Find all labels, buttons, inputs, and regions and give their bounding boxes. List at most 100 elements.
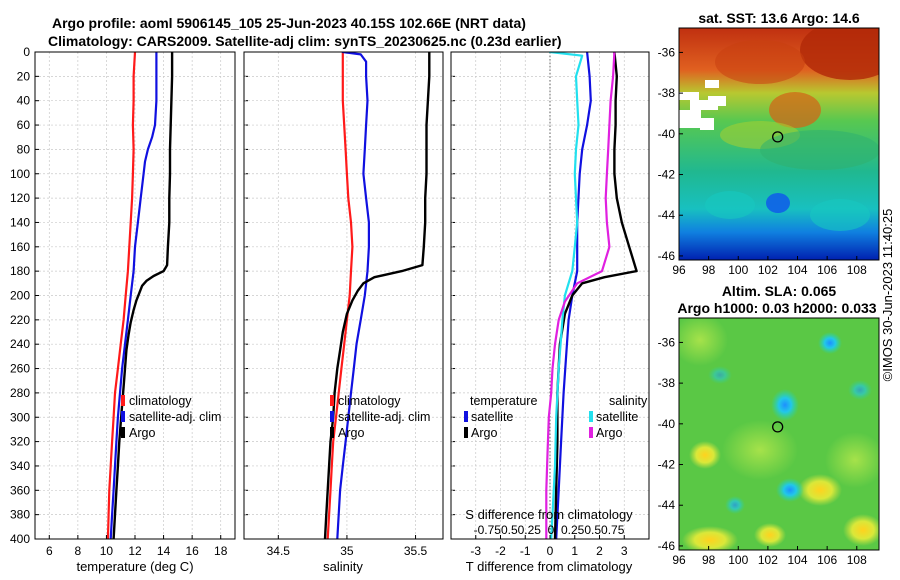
map-ytick-label: -46: [658, 249, 676, 263]
depth-tick-label: 320: [10, 435, 30, 449]
map-ytick-label: -44: [658, 208, 676, 222]
xtick-label: 12: [128, 544, 142, 558]
legend-swatch-argo: [330, 427, 334, 438]
temperature-lines: [106, 52, 174, 539]
depth-tick-label: 300: [10, 410, 30, 424]
map-ytick-label: -36: [658, 335, 676, 349]
legend-swatch-temp-satellite: [464, 411, 468, 422]
temperature-xlabel: temperature (deg C): [76, 559, 193, 574]
depth-tick-label: 20: [17, 69, 31, 83]
difference-grid: [451, 51, 649, 540]
xtick-label: 1: [571, 544, 578, 558]
series-line-salinity-satellite: [548, 52, 584, 539]
xtick-label: 34.5: [267, 544, 291, 558]
map-xtick-label: 104: [788, 263, 808, 277]
difference-xticks: -3 -2 -1 0 1 2 3: [470, 535, 628, 558]
depth-tick-label: 160: [10, 240, 30, 254]
salinity-grid: [244, 51, 443, 540]
depth-tick-label: 240: [10, 337, 30, 351]
salinity-frame: [243, 51, 444, 540]
xtick-label: 8: [75, 544, 82, 558]
map-ytick-label: -38: [658, 86, 676, 100]
map-xtick-label: 98: [702, 263, 716, 277]
legend-swatch-satellite-adj: [330, 411, 334, 422]
depth-ticks: 0 20 40 60 80 100 120 140 160 180 200 220 240 260 280 3…: [10, 45, 455, 546]
map-ytick-label: -40: [658, 127, 676, 141]
legend-label-temp-satellite: satellite: [471, 410, 513, 424]
difference-lines: [545, 52, 638, 539]
sst-map: 96 98 100 102 104 106 108 -36 -38 -40 -42 -44 -46: [658, 27, 880, 277]
map-ytick-label: -44: [658, 498, 676, 512]
depth-tick-label: 0: [23, 45, 30, 59]
series-line-temperature-satellite: [555, 52, 592, 539]
xtick-label: -3: [470, 544, 481, 558]
legend-label-climatology: climatology: [129, 394, 192, 408]
difference-legend: temperature salinity satellite Argo sate…: [464, 394, 648, 440]
sla-frame: [678, 317, 880, 551]
depth-tick-label: 360: [10, 483, 30, 497]
series-line-satellite-adj-clim: [336, 52, 370, 539]
sla-argo-marker: [772, 421, 784, 433]
map-ytick-label: -42: [658, 168, 676, 182]
xtick-label: 3: [621, 544, 628, 558]
legend-swatch-satellite-adj: [121, 411, 125, 422]
depth-tick-label: 380: [10, 508, 30, 522]
sst-frame: [678, 27, 880, 261]
map-ytick-label: -46: [658, 539, 676, 553]
copyright-text: ©IMOS 30-Jun-2023 11:40:25: [880, 209, 895, 382]
legend-swatch-sal-argo: [589, 427, 593, 438]
title-line-2: Climatology: CARS2009. Satellite-adj cli…: [48, 33, 562, 49]
legend-swatch-temp-argo: [464, 427, 468, 438]
depth-tick-label: 280: [10, 386, 30, 400]
depth-tick-label: 100: [10, 167, 30, 181]
salinity-difference-ticks: -0.750.50.25 0 0.250.50.75: [474, 523, 625, 537]
series-line-salinity-argo: [545, 52, 616, 539]
legend-swatch-argo: [121, 427, 125, 438]
xtick-label: 6: [46, 544, 53, 558]
xtick-label: 14: [157, 544, 171, 558]
series-line-climatology: [326, 52, 354, 539]
depth-tick-label: 120: [10, 191, 30, 205]
sst-map-title: sat. SST: 13.6 Argo: 14.6: [698, 10, 860, 26]
map-xtick-label: 104: [788, 553, 808, 567]
sst-field: [679, 28, 879, 260]
xtick-label: 35.5: [404, 544, 428, 558]
legend-title-salinity: salinity: [609, 394, 648, 408]
legend-swatch-climatology: [121, 395, 125, 406]
depth-tick-label: 340: [10, 459, 30, 473]
depth-tick-label: 400: [10, 532, 30, 546]
sst-argo-marker: [772, 131, 784, 143]
xtick-label: 18: [214, 544, 228, 558]
series-line-climatology: [106, 52, 137, 539]
legend-label-sal-argo: Argo: [596, 426, 622, 440]
sla-map-title: Altim. SLA: 0.065: [722, 283, 837, 299]
map-xtick-label: 96: [672, 263, 686, 277]
depth-tick-label: 200: [10, 289, 30, 303]
temperature-legend: climatology satellite-adj. clim Argo: [121, 394, 221, 440]
legend-label-argo: Argo: [338, 426, 364, 440]
depth-tick-label: 80: [17, 142, 31, 156]
legend-label-satellite-adj: satellite-adj. clim: [129, 410, 221, 424]
map-xtick-label: 96: [672, 553, 686, 567]
xtick-label: 0: [547, 544, 554, 558]
map-xtick-label: 98: [702, 553, 716, 567]
map-xtick-label: 102: [758, 263, 778, 277]
legend-swatch-sal-satellite: [589, 411, 593, 422]
xtick-label: 10: [100, 544, 114, 558]
legend-title-temperature: temperature: [470, 394, 537, 408]
depth-tick-label: 260: [10, 362, 30, 376]
depth-tick-label: 180: [10, 264, 30, 278]
temperature-panel: 6 8 10 12 14 16 18 0 20 40 60 80 100 120 140 160 180 200…: [10, 45, 455, 574]
salinity-xticks: 34.5 35 35.5: [267, 535, 428, 558]
temperature-xticks: 6 8 10 12 14 16 18: [46, 535, 228, 558]
legend-label-argo: Argo: [129, 426, 155, 440]
xtick-label: 35: [340, 544, 354, 558]
temperature-grid: [35, 51, 235, 540]
sla-field: [679, 318, 879, 550]
map-xtick-label: 102: [758, 553, 778, 567]
map-ytick-label: -38: [658, 376, 676, 390]
map-xtick-label: 108: [847, 553, 867, 567]
legend-label-sal-satellite: satellite: [596, 410, 638, 424]
sla-map-subtitle: Argo h1000: 0.03 h2000: 0.033: [677, 300, 876, 316]
